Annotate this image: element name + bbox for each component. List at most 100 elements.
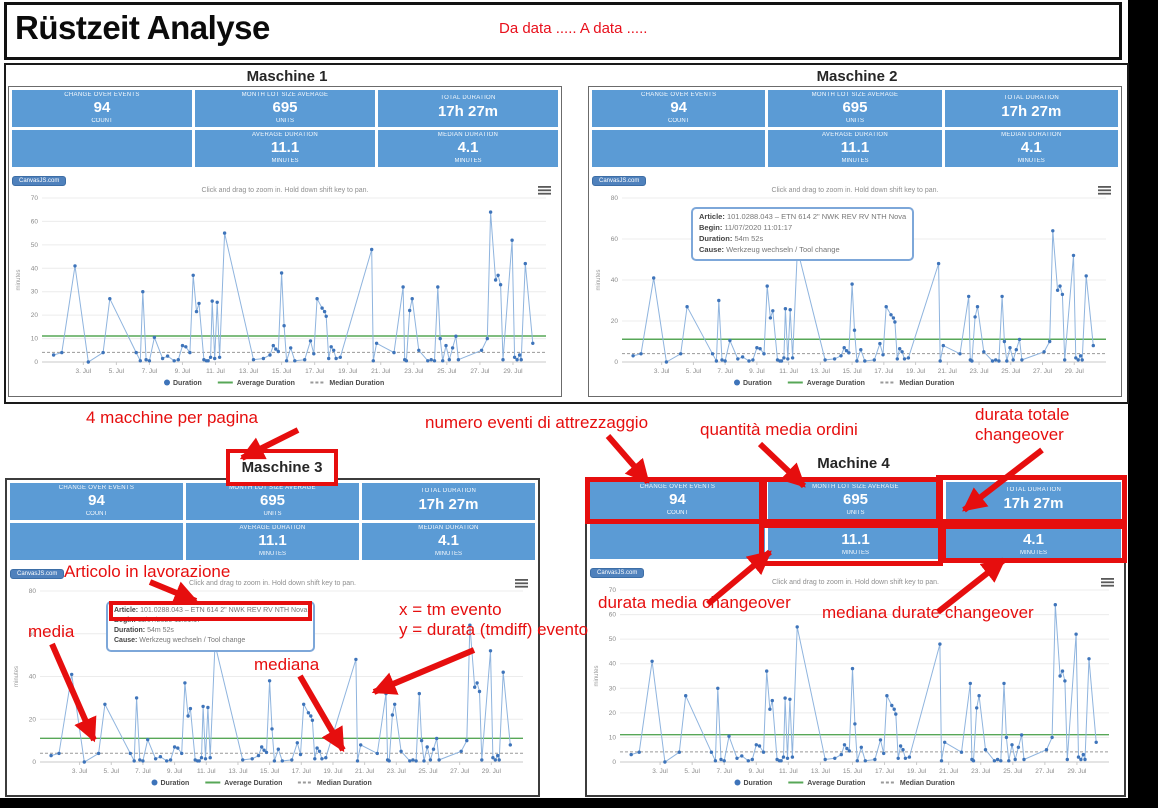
y-axis-title: minutes (596, 269, 602, 290)
machine-4-duration-chart[interactable]: Click and drag to zoom in. Hold down shi… (590, 574, 1121, 792)
y-tick-label: 80 (611, 195, 619, 202)
kpi-tile: CHANGE OVER EVENTS 94 COUNT (12, 90, 192, 127)
x-tick-label: 29. Jul (1067, 768, 1087, 775)
kpi-tile: CHANGE OVER EVENTS 94 COUNT (590, 482, 765, 519)
legend-item[interactable]: Median Duration (880, 780, 955, 787)
annotation-mediana: mediana (254, 655, 320, 674)
annotation-x-note: x = tm evento (399, 600, 502, 619)
legend-item[interactable]: Duration (734, 779, 773, 788)
svg-text:Median Duration: Median Duration (329, 380, 384, 387)
machine-2-datapoint-tooltip: Article: 101.0288.043 – ETN 614 2" NWK R… (691, 207, 915, 261)
kpi-tile (12, 130, 192, 167)
kpi-tile: CHANGE OVER EVENTS 94 COUNT (10, 483, 183, 520)
kpi-tile: MEDIAN DURATION 4.1 MINUTES (362, 523, 535, 560)
chart-menu-icon[interactable] (515, 579, 528, 588)
machine-2-duration-chart[interactable]: Click and drag to zoom in. Hold down shi… (592, 182, 1118, 392)
legend-item[interactable]: Duration (734, 379, 772, 388)
kpi-tile (592, 130, 766, 167)
x-tick-label: 15. Jul (843, 768, 863, 775)
x-tick-label: 9. Jul (749, 768, 765, 775)
x-tick-label: 17. Jul (305, 368, 325, 375)
chart-menu-icon[interactable] (1098, 186, 1111, 195)
svg-text:Duration: Duration (743, 380, 772, 387)
redbox-total-duration (936, 475, 1127, 524)
x-tick-label: 7. Jul (142, 368, 158, 375)
chart-hint: Click and drag to zoom in. Hold down shi… (189, 580, 356, 587)
kpi-tile: MONTH LOT SIZE AVERAGE 695 UNITS (768, 90, 942, 127)
x-tick-label: 13. Jul (239, 368, 259, 375)
x-tick-label: 5. Jul (686, 368, 702, 375)
kpi-tile: MONTH LOT SIZE AVERAGE 695 UNITS (186, 483, 359, 520)
machine-1-panel: CHANGE OVER EVENTS 94 COUNT MONTH LOT SIZE … (8, 86, 562, 397)
x-tick-label: 7. Jul (135, 768, 151, 775)
legend-item[interactable]: Average Duration (787, 380, 865, 387)
x-tick-label: 3. Jul (652, 768, 668, 775)
x-tick-label: 29. Jul (503, 368, 523, 375)
legend-item[interactable]: Average Duration (205, 780, 282, 787)
x-tick-label: 25. Jul (437, 368, 457, 375)
y-tick-label: 0 (612, 759, 616, 766)
redbox-average-duration (759, 523, 943, 566)
y-tick-label: 20 (609, 710, 617, 717)
bottom-black-margin (0, 798, 1158, 808)
x-tick-label: 29. Jul (1065, 368, 1085, 375)
y-tick-label: 10 (31, 336, 39, 343)
chart-legend: Duration Average Duration Median Duration (151, 779, 372, 788)
legend-item[interactable]: Average Duration (217, 380, 295, 387)
canvasjs-watermark-link[interactable]: CanvasJS.com (10, 569, 65, 579)
y-tick-label: 40 (29, 674, 37, 681)
x-tick-label: 23. Jul (971, 768, 991, 775)
legend-item[interactable]: Duration (151, 779, 190, 788)
legend-item[interactable]: Median Duration (880, 380, 954, 387)
kpi-tile: AVERAGE DURATION 11.1 MINUTES (768, 130, 942, 167)
machine-4-title: Machine 4 (817, 455, 890, 472)
page-title: Rüstzeit Analyse (15, 9, 270, 46)
x-tick-label: 27. Jul (1033, 368, 1053, 375)
legend-item[interactable]: Median Duration (310, 380, 384, 387)
x-tick-label: 21. Jul (938, 368, 958, 375)
kpi-tile: TOTAL DURATION 17h 27m (944, 90, 1118, 127)
svg-text:Duration: Duration (161, 780, 190, 787)
svg-text:Duration: Duration (173, 380, 202, 387)
canvasjs-watermark-link[interactable]: CanvasJS.com (592, 176, 647, 186)
y-tick-label: 40 (31, 265, 39, 272)
x-tick-label: 17. Jul (875, 768, 895, 775)
legend-item[interactable]: Median Duration (297, 780, 372, 787)
x-tick-label: 27. Jul (1035, 768, 1055, 775)
legend-item[interactable]: Average Duration (788, 780, 865, 787)
annotation-xy-note: x = tm evento y = durata (tmdiff) evento (399, 600, 588, 639)
chart-legend: Duration Average Duration Median Duration (164, 379, 384, 388)
x-tick-label: 5. Jul (109, 368, 125, 375)
chart-menu-icon[interactable] (538, 186, 551, 195)
y-tick-label: 10 (609, 734, 617, 741)
machine-2-title: Maschine 2 (816, 68, 898, 85)
y-tick-label: 50 (609, 636, 617, 643)
machine-1-duration-chart[interactable]: Click and drag to zoom in. Hold down shi… (12, 182, 558, 392)
svg-text:Median Duration: Median Duration (899, 380, 954, 387)
annotation-events-count: numero eventi di attrezzaggio (425, 413, 649, 432)
redbox-change-over-events (585, 477, 764, 524)
y-tick-label: 30 (609, 685, 617, 692)
machine-1-kpi-grid: CHANGE OVER EVENTS 94 COUNT MONTH LOT SIZE … (12, 90, 558, 167)
machine-1-title: Maschine 1 (246, 68, 328, 85)
svg-text:Median Duration: Median Duration (900, 780, 955, 787)
kpi-tile (590, 522, 765, 559)
legend-item[interactable]: Duration (164, 379, 202, 388)
y-tick-label: 0 (614, 359, 618, 366)
annotation-total-duration: durata totale changeover (975, 405, 1070, 444)
chart-legend: Duration Average Duration Median Duration (734, 379, 954, 388)
x-tick-label: 15. Jul (260, 768, 280, 775)
canvasjs-watermark-link[interactable]: CanvasJS.com (590, 568, 645, 578)
x-tick-label: 23. Jul (387, 768, 407, 775)
x-tick-label: 23. Jul (969, 368, 989, 375)
y-tick-label: 70 (31, 195, 39, 202)
x-tick-label: 9. Jul (167, 768, 183, 775)
y-tick-label: 60 (609, 612, 617, 619)
x-tick-label: 21. Jul (939, 768, 959, 775)
chart-menu-icon[interactable] (1101, 578, 1114, 587)
machine-3-duration-chart[interactable]: Click and drag to zoom in. Hold down shi… (10, 575, 535, 792)
x-tick-label: 11. Jul (206, 368, 225, 375)
canvasjs-watermark-link[interactable]: CanvasJS.com (12, 176, 67, 186)
x-tick-label: 9. Jul (175, 368, 191, 375)
